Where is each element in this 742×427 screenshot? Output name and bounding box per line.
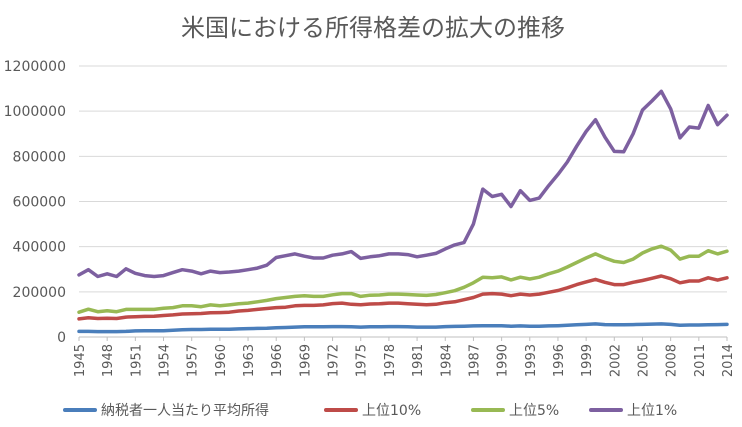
x-tick-label: 2011 bbox=[693, 344, 708, 377]
x-tick-label: 2008 bbox=[665, 344, 680, 377]
chart-title: 米国における所得格差の拡大の推移 bbox=[181, 14, 565, 42]
x-tick-label: 1954 bbox=[158, 344, 173, 377]
x-tick-label: 1945 bbox=[73, 344, 88, 377]
y-axis-tick-labels: 0 200000 400000 600000 800000 1000000 1200000 bbox=[4, 59, 66, 346]
y-tick-label: 0 bbox=[57, 330, 66, 346]
y-tick-label: 1200000 bbox=[4, 59, 66, 75]
x-tick-label: 1984 bbox=[439, 344, 454, 377]
x-tick-label: 1978 bbox=[383, 344, 398, 377]
x-tick-label: 1993 bbox=[524, 344, 539, 377]
x-tick-label: 1990 bbox=[496, 344, 511, 377]
x-tick-label: 1969 bbox=[298, 344, 313, 377]
x-tick-label: 1960 bbox=[214, 344, 229, 377]
x-tick-label: 1996 bbox=[552, 344, 567, 377]
x-tick-label: 1966 bbox=[270, 344, 285, 377]
legend: 納税者一人当たり平均所得 上位10% 上位5% 上位1% bbox=[63, 402, 677, 419]
x-axis-tick-labels: 1945 1948 1951 1954 1957 1960 1963 1966 1969 1972… bbox=[73, 337, 736, 377]
x-tick-label: 2002 bbox=[608, 344, 623, 377]
x-tick-label: 1951 bbox=[129, 344, 144, 377]
x-tick-label: 1963 bbox=[242, 344, 257, 377]
x-tick-label: 1981 bbox=[411, 344, 426, 377]
y-tick-label: 800000 bbox=[13, 149, 66, 165]
y-tick-label: 200000 bbox=[13, 285, 66, 301]
series-line-3 bbox=[77, 244, 729, 314]
gridlines bbox=[79, 65, 727, 338]
legend-label-2: 上位10% bbox=[362, 403, 421, 419]
y-tick-label: 1000000 bbox=[4, 104, 66, 120]
legend-label-1: 納税者一人当たり平均所得 bbox=[101, 402, 269, 419]
x-tick-label: 1948 bbox=[101, 344, 116, 377]
series-line-1 bbox=[77, 322, 729, 334]
series-line-4 bbox=[77, 89, 729, 279]
x-tick-label: 2005 bbox=[636, 344, 651, 377]
y-tick-label: 400000 bbox=[13, 240, 66, 256]
x-tick-label: 1999 bbox=[580, 344, 595, 377]
y-tick-label: 600000 bbox=[13, 195, 66, 211]
x-tick-label: 1972 bbox=[327, 344, 342, 377]
series-lines bbox=[77, 89, 729, 334]
legend-label-3: 上位5% bbox=[509, 403, 559, 419]
x-tick-label: 1957 bbox=[186, 344, 201, 377]
x-tick-label: 2014 bbox=[721, 344, 736, 377]
x-tick-label: 1987 bbox=[467, 344, 482, 377]
x-tick-label: 1975 bbox=[355, 344, 370, 377]
legend-label-4: 上位1% bbox=[627, 403, 677, 419]
series-line-2 bbox=[77, 274, 729, 321]
